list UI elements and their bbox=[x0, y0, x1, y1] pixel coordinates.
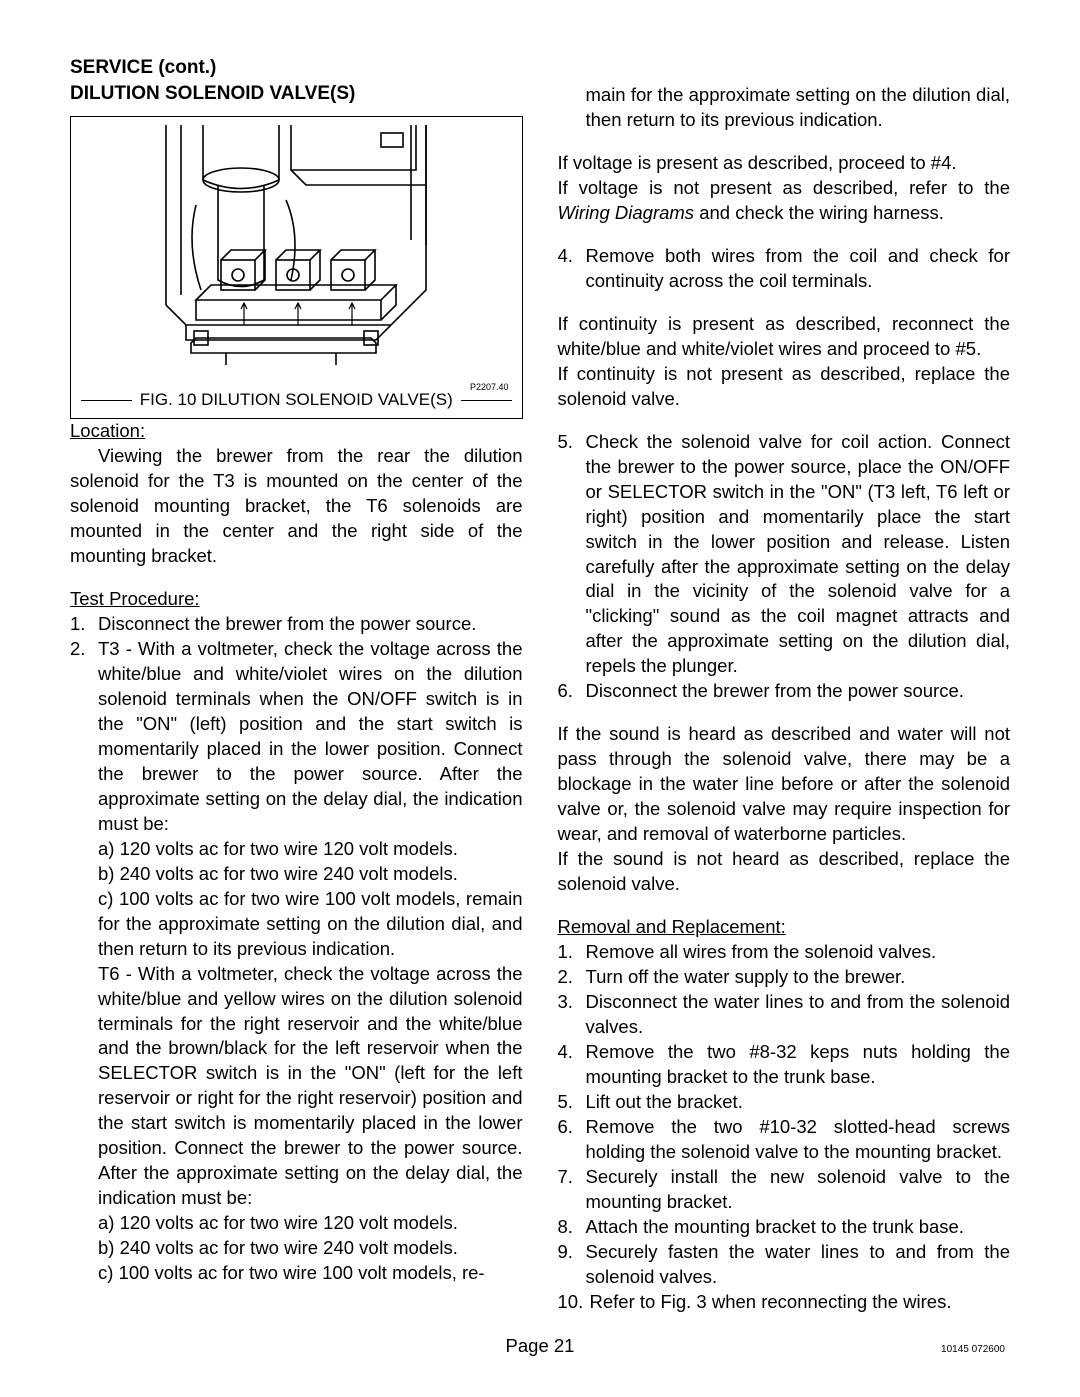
step-body: Attach the mounting bracket to the trunk… bbox=[586, 1215, 1011, 1240]
step2-t6: T6 - With a voltmeter, check the voltage… bbox=[98, 963, 523, 1209]
list-item: 5.Lift out the bracket. bbox=[558, 1090, 1011, 1115]
removal-block: Removal and Replacement: 1.Remove all wi… bbox=[558, 915, 1011, 1315]
list-item: 1.Remove all wires from the solenoid val… bbox=[558, 940, 1011, 965]
figure-wrapper: FIG. 10 DILUTION SOLENOID VALVE(S) P2207… bbox=[70, 116, 523, 419]
figure-box: FIG. 10 DILUTION SOLENOID VALVE(S) bbox=[70, 116, 523, 419]
step2-volt-a: a) 120 volts ac for two wire 120 volt mo… bbox=[98, 838, 458, 859]
step-body: Remove the two #8-32 keps nuts holding t… bbox=[586, 1040, 1011, 1090]
left-column: SERVICE (cont.) DILUTION SOLENOID VALVE(… bbox=[70, 55, 523, 1315]
page-content: SERVICE (cont.) DILUTION SOLENOID VALVE(… bbox=[70, 55, 1010, 1315]
step2-volt-c: c) 100 volts ac for two wire 100 volt mo… bbox=[98, 888, 523, 959]
page-number: Page 21 bbox=[0, 1335, 1080, 1357]
list-item: 10.Refer to Fig. 3 when reconnecting the… bbox=[558, 1290, 1011, 1315]
voltage-present: If voltage is present as described, proc… bbox=[558, 152, 957, 173]
list-item: 7.Securely install the new solenoid valv… bbox=[558, 1165, 1011, 1215]
voltage-absent-c: and check the wiring harness. bbox=[694, 202, 944, 223]
service-heading: SERVICE (cont.) DILUTION SOLENOID VALVE(… bbox=[70, 55, 523, 106]
test-procedure-block: Test Procedure: 1. Disconnect the brewer… bbox=[70, 587, 523, 1286]
list-item: 8.Attach the mounting bracket to the tru… bbox=[558, 1215, 1011, 1240]
list-item: 6. Disconnect the brewer from the power … bbox=[558, 679, 1011, 704]
step4-list: 4. Remove both wires from the coil and c… bbox=[558, 244, 1011, 294]
figure-caption-row: FIG. 10 DILUTION SOLENOID VALVE(S) bbox=[81, 389, 512, 412]
figure-illustration bbox=[126, 125, 466, 385]
step-body: T3 - With a voltmeter, check the voltage… bbox=[98, 637, 523, 1286]
step-body: Remove the two #10-32 slotted-head screw… bbox=[586, 1115, 1011, 1165]
figure-code: P2207.40 bbox=[470, 381, 509, 393]
continuation-text: main for the approximate setting on the … bbox=[558, 83, 1011, 133]
step-body: Disconnect the brewer from the power sou… bbox=[586, 679, 1011, 704]
list-item: 6.Remove the two #10-32 slotted-head scr… bbox=[558, 1115, 1011, 1165]
step-body: Remove all wires from the solenoid valve… bbox=[586, 940, 1011, 965]
wiring-diagrams-ref: Wiring Diagrams bbox=[558, 202, 695, 223]
step-body: Remove both wires from the coil and chec… bbox=[586, 244, 1011, 294]
caption-rule-left bbox=[81, 400, 132, 401]
sound-heard: If the sound is heard as described and w… bbox=[558, 722, 1011, 847]
step-body: Check the solenoid valve for coil action… bbox=[586, 430, 1011, 680]
step2-volt-b2: b) 240 volts ac for two wire 240 volt mo… bbox=[98, 1237, 458, 1258]
step-number: 2. bbox=[558, 965, 586, 990]
location-text: Viewing the brewer from the rear the dil… bbox=[70, 444, 523, 569]
continuity-absent: If continuity is not present as describe… bbox=[558, 362, 1011, 412]
removal-label: Removal and Replacement: bbox=[558, 915, 1011, 940]
step2-volt-b: b) 240 volts ac for two wire 240 volt mo… bbox=[98, 863, 458, 884]
list-item: 9.Securely fasten the water lines to and… bbox=[558, 1240, 1011, 1290]
step-number: 5. bbox=[558, 1090, 586, 1115]
list-item: 5. Check the solenoid valve for coil act… bbox=[558, 430, 1011, 680]
step-number: 2. bbox=[70, 637, 98, 1286]
heading-line1: SERVICE (cont.) bbox=[70, 57, 216, 78]
header-spacer bbox=[558, 55, 1011, 83]
voltage-absent-a: If voltage is not present as described, … bbox=[558, 177, 1011, 198]
voltage-check-block: If voltage is present as described, proc… bbox=[558, 151, 1011, 226]
step-number: 8. bbox=[558, 1215, 586, 1240]
list-item: 4.Remove the two #8-32 keps nuts holding… bbox=[558, 1040, 1011, 1090]
step5-6-list: 5. Check the solenoid valve for coil act… bbox=[558, 430, 1011, 705]
caption-rule-right bbox=[461, 400, 512, 401]
list-item: 2.Turn off the water supply to the brewe… bbox=[558, 965, 1011, 990]
step-body: Securely install the new solenoid valve … bbox=[586, 1165, 1011, 1215]
step-number: 3. bbox=[558, 990, 586, 1040]
step-number: 1. bbox=[70, 612, 98, 637]
location-label: Location: bbox=[70, 420, 145, 441]
step2-volt-c2: c) 100 volts ac for two wire 100 volt mo… bbox=[98, 1262, 485, 1283]
step-number: 6. bbox=[558, 1115, 586, 1165]
step-number: 10. bbox=[558, 1290, 590, 1315]
heading-line2: DILUTION SOLENOID VALVE(S) bbox=[70, 83, 355, 104]
list-item: 1. Disconnect the brewer from the power … bbox=[70, 612, 523, 637]
test-procedure-label: Test Procedure: bbox=[70, 587, 523, 612]
step-body: Refer to Fig. 3 when reconnecting the wi… bbox=[590, 1290, 1011, 1315]
step-body: Disconnect the brewer from the power sou… bbox=[98, 612, 523, 637]
sound-not-heard: If the sound is not heard as described, … bbox=[558, 847, 1011, 897]
step2-t3: T3 - With a voltmeter, check the voltage… bbox=[98, 638, 523, 834]
continuity-present: If continuity is present as described, r… bbox=[558, 312, 1011, 362]
step-body: Lift out the bracket. bbox=[586, 1090, 1011, 1115]
list-item: 2. T3 - With a voltmeter, check the volt… bbox=[70, 637, 523, 1286]
list-item: 4. Remove both wires from the coil and c… bbox=[558, 244, 1011, 294]
step-number: 4. bbox=[558, 1040, 586, 1090]
location-block: Location: Viewing the brewer from the re… bbox=[70, 419, 523, 569]
step-number: 9. bbox=[558, 1240, 586, 1290]
step-body: Disconnect the water lines to and from t… bbox=[586, 990, 1011, 1040]
step-number: 5. bbox=[558, 430, 586, 680]
test-procedure-list: 1. Disconnect the brewer from the power … bbox=[70, 612, 523, 1286]
right-column: main for the approximate setting on the … bbox=[558, 55, 1011, 1315]
step-body: Securely fasten the water lines to and f… bbox=[586, 1240, 1011, 1290]
list-item: 3.Disconnect the water lines to and from… bbox=[558, 990, 1011, 1040]
step2-volt-a2: a) 120 volts ac for two wire 120 volt mo… bbox=[98, 1212, 458, 1233]
figure-caption: FIG. 10 DILUTION SOLENOID VALVE(S) bbox=[140, 389, 453, 412]
step-number: 7. bbox=[558, 1165, 586, 1215]
step-body: Turn off the water supply to the brewer. bbox=[586, 965, 1011, 990]
document-code: 10145 072600 bbox=[941, 1344, 1005, 1355]
step-number: 1. bbox=[558, 940, 586, 965]
step-number: 4. bbox=[558, 244, 586, 294]
removal-list: 1.Remove all wires from the solenoid val… bbox=[558, 940, 1011, 1315]
step-number: 6. bbox=[558, 679, 586, 704]
